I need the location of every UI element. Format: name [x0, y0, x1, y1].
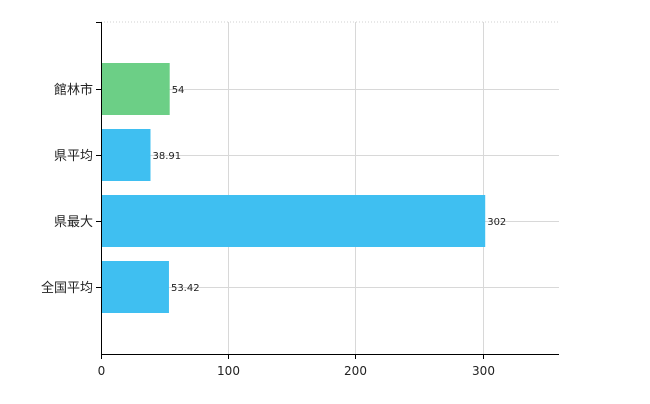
- bars-layer: [102, 63, 486, 313]
- axes-layer: [96, 22, 559, 359]
- bar: [102, 63, 170, 115]
- bar: [102, 129, 151, 181]
- data-label: 53.42: [171, 283, 200, 294]
- data-label: 302: [487, 217, 506, 228]
- y-category-label: 県最大: [54, 215, 93, 230]
- x-tick-label: 200: [344, 364, 367, 378]
- x-tick-label: 300: [472, 364, 495, 378]
- data-label: 54: [172, 85, 185, 96]
- data-label: 38.91: [153, 151, 182, 162]
- y-category-label: 館林市: [54, 82, 93, 98]
- x-tick-label: 0: [98, 364, 106, 378]
- x-tick-label: 100: [217, 364, 240, 378]
- bar: [102, 195, 486, 247]
- y-category-label: 全国平均: [41, 280, 93, 296]
- bar: [102, 261, 169, 313]
- y-category-label: 県平均: [54, 149, 93, 164]
